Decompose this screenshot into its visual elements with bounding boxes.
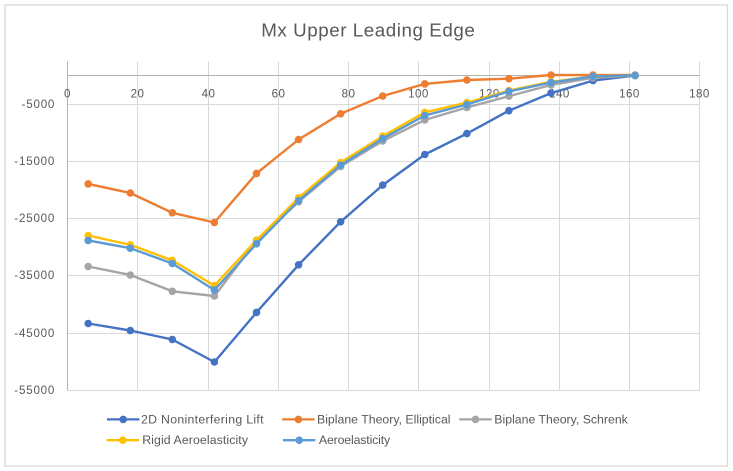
svg-text:40: 40: [202, 88, 216, 101]
svg-text:Mx Upper Leading Edge: Mx Upper Leading Edge: [261, 20, 475, 41]
svg-text:60: 60: [272, 88, 286, 101]
svg-text:140: 140: [549, 88, 570, 101]
svg-text:-55000: -55000: [14, 384, 55, 397]
svg-text:-5000: -5000: [22, 98, 56, 111]
svg-text:100: 100: [408, 88, 429, 101]
svg-text:Biplane Theory, Schrenk: Biplane Theory, Schrenk: [494, 412, 628, 426]
svg-text:180: 180: [689, 88, 710, 101]
svg-text:2D Noninterfering Lift: 2D Noninterfering Lift: [141, 412, 264, 426]
svg-text:160: 160: [619, 88, 640, 101]
svg-text:20: 20: [131, 88, 145, 101]
svg-text:-25000: -25000: [14, 212, 55, 225]
svg-text:-35000: -35000: [14, 269, 55, 282]
svg-text:80: 80: [342, 88, 356, 101]
svg-text:0: 0: [64, 88, 71, 101]
svg-text:Rigid Aeroelasticity: Rigid Aeroelasticity: [142, 433, 249, 447]
svg-text:Biplane Theory, Elliptical: Biplane Theory, Elliptical: [317, 412, 451, 426]
svg-text:-15000: -15000: [14, 155, 55, 168]
svg-text:Aeroelasticity: Aeroelasticity: [319, 433, 391, 447]
svg-text:-45000: -45000: [14, 327, 55, 340]
